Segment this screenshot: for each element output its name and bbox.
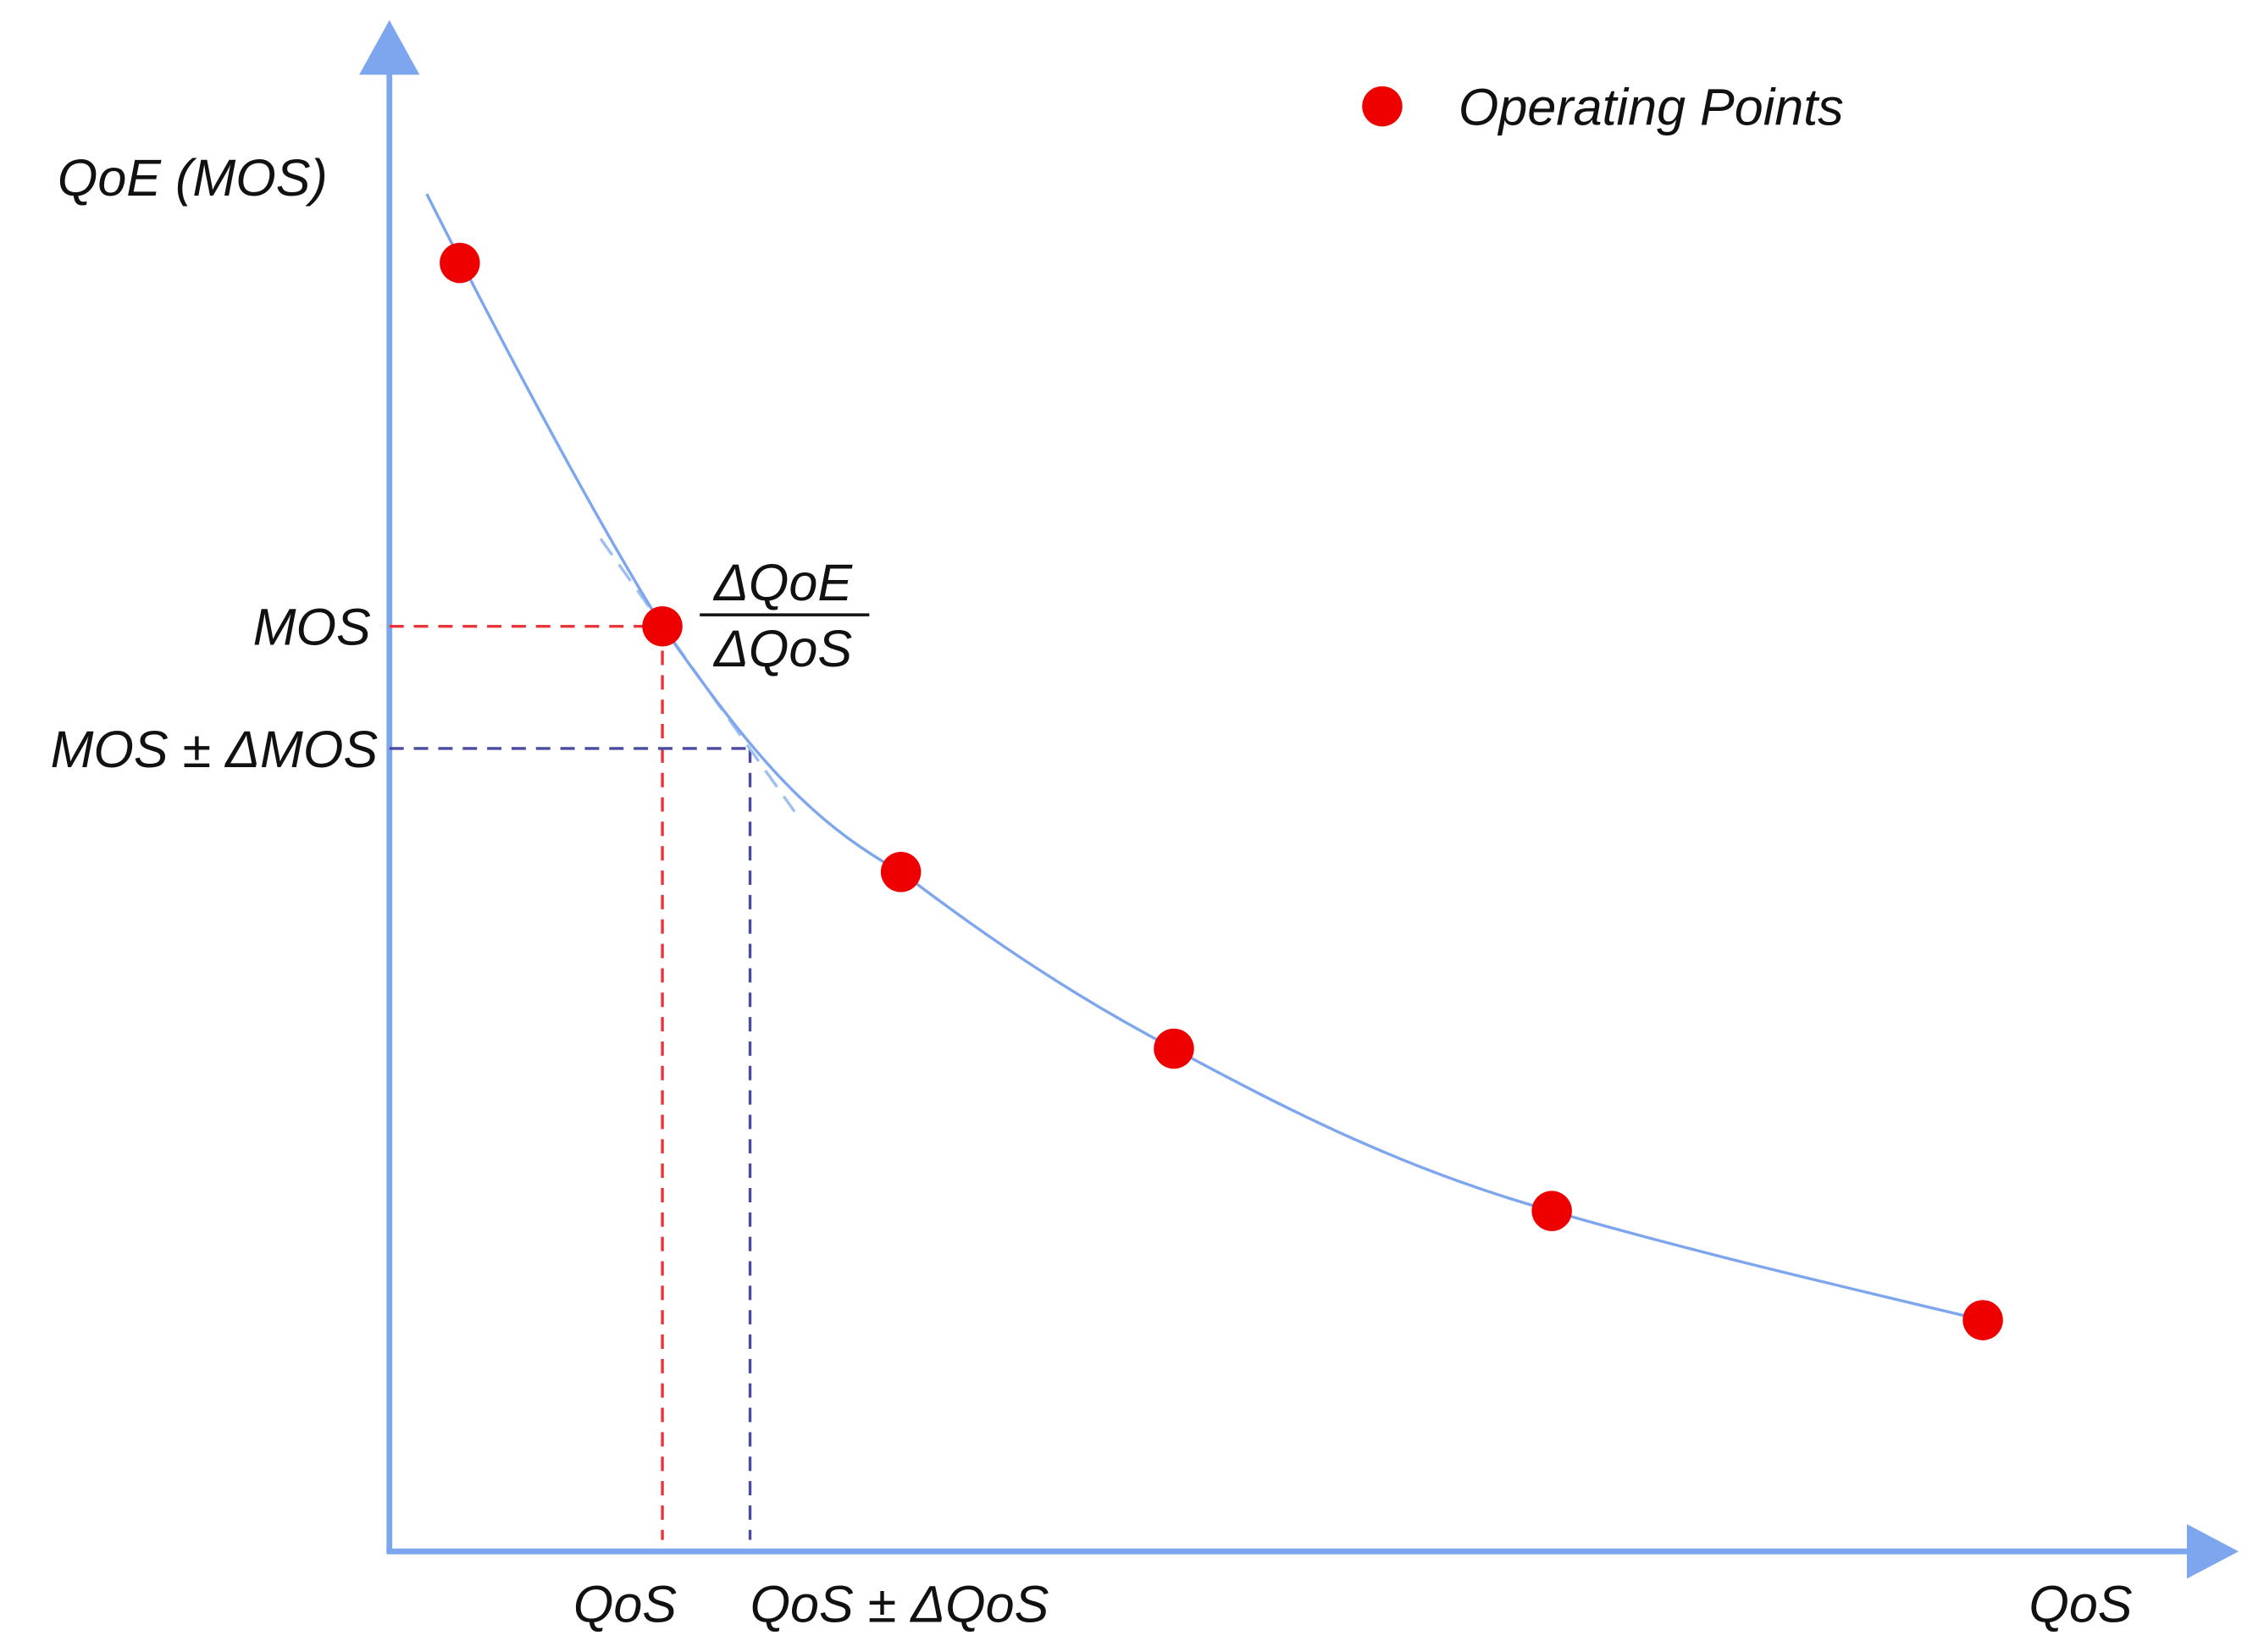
y-axis-arrow — [359, 19, 420, 75]
operating-point — [1531, 1191, 1572, 1231]
operating-point — [440, 242, 480, 284]
mos-label: MOS — [253, 599, 371, 656]
legend-marker — [1362, 86, 1403, 127]
operating-point — [1154, 1028, 1194, 1069]
legend-label: Operating Points — [1459, 79, 1844, 136]
operating-point — [1962, 1300, 2003, 1340]
x-axis-label: QoS — [2029, 1575, 2132, 1633]
qos-delta-label: QoS ± ΔQoS — [750, 1575, 1049, 1633]
slope-numerator: ΔQoE — [712, 554, 853, 611]
mos-delta-label: MOS ± ΔMOS — [51, 721, 379, 778]
x-axis-arrow — [2186, 1523, 2239, 1579]
qos-label: QoS — [573, 1575, 677, 1633]
qoe-curve — [425, 193, 1984, 1322]
slope-denominator: ΔQoS — [712, 620, 852, 677]
y-axis-label: QoE (MOS) — [58, 149, 328, 207]
operating-point — [642, 605, 683, 647]
operating-point — [880, 852, 922, 892]
operating-points — [440, 242, 2003, 1340]
